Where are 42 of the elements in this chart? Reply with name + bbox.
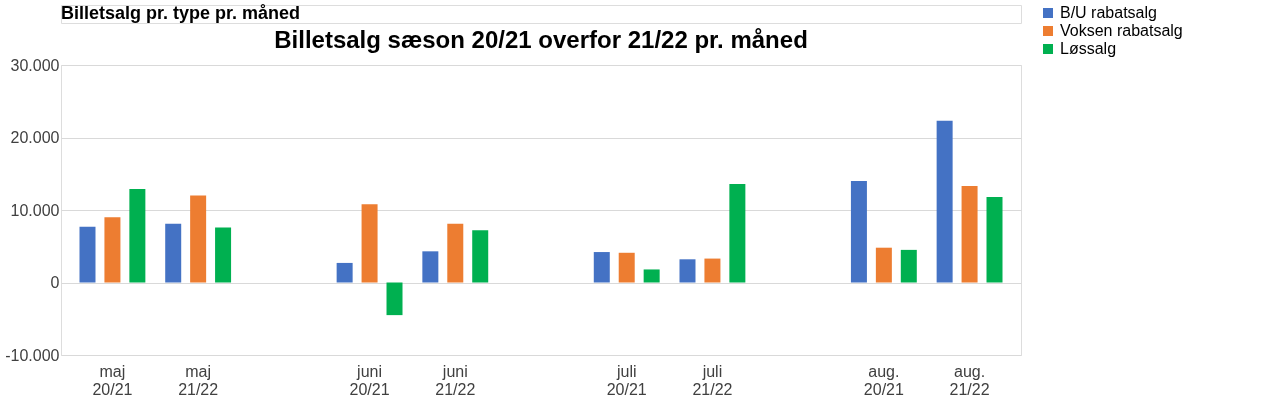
bar bbox=[361, 204, 378, 283]
bar bbox=[336, 262, 353, 283]
x-tick-label: aug. 20/21 bbox=[863, 362, 904, 398]
bar bbox=[961, 186, 978, 283]
legend-label: Løssalg bbox=[1060, 40, 1117, 57]
y-tick-label: 20.000 bbox=[10, 129, 60, 146]
bar bbox=[422, 251, 439, 283]
bar bbox=[643, 269, 660, 283]
y-tick-label: 0 bbox=[50, 274, 60, 291]
bar bbox=[472, 230, 489, 283]
y-tick-label: -10.000 bbox=[5, 346, 60, 364]
bar bbox=[447, 223, 464, 283]
bar bbox=[729, 183, 746, 283]
legend-label: Voksen rabatsalg bbox=[1060, 22, 1183, 39]
bar bbox=[215, 227, 232, 283]
x-tick-label: juni 21/22 bbox=[435, 362, 476, 398]
bar bbox=[593, 252, 610, 283]
bar bbox=[618, 252, 635, 283]
bar bbox=[900, 249, 917, 283]
x-tick-label: juni 20/21 bbox=[349, 362, 390, 398]
bar bbox=[386, 282, 403, 316]
bar bbox=[704, 258, 721, 283]
y-tick-label: 10.000 bbox=[10, 201, 60, 219]
bar bbox=[165, 223, 182, 283]
y-tick-label: 30.000 bbox=[10, 56, 60, 74]
x-tick-label: aug. 21/22 bbox=[949, 362, 990, 398]
bar bbox=[936, 120, 953, 283]
bar bbox=[875, 247, 892, 283]
x-tick-label: maj 21/22 bbox=[178, 362, 219, 398]
bar bbox=[986, 196, 1003, 283]
x-tick-label: juli 20/21 bbox=[606, 362, 647, 398]
bar bbox=[679, 259, 696, 283]
text: Billetsalg pr. type pr. måned bbox=[61, 3, 301, 23]
legend-label: B/U rabatsalg bbox=[1060, 4, 1157, 21]
bar bbox=[850, 181, 867, 283]
x-tick-label: juli 21/22 bbox=[692, 362, 733, 398]
chart-title: Billetsalg sæson 20/21 overfor 21/22 pr. måned bbox=[274, 26, 808, 53]
bar bbox=[129, 188, 146, 283]
x-tick-label: maj 20/21 bbox=[92, 362, 133, 398]
bar bbox=[79, 226, 96, 283]
bar bbox=[190, 195, 207, 283]
bar bbox=[104, 217, 121, 283]
